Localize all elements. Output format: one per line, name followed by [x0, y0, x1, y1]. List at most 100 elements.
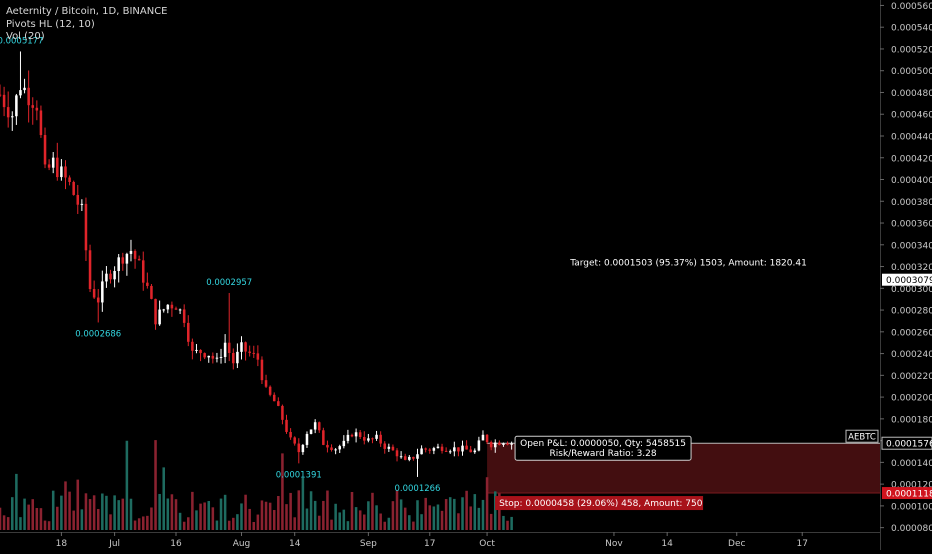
- candle-body: [289, 431, 292, 438]
- volume-bar: [182, 521, 186, 530]
- candle-body: [485, 434, 489, 443]
- candle-body: [232, 352, 235, 364]
- volume-bar: [2, 515, 6, 530]
- entry-price-tag: [881, 436, 932, 450]
- candle-body: [391, 446, 395, 451]
- candle-body: [125, 253, 129, 264]
- candle-body: [39, 110, 43, 136]
- volume-bar: [43, 520, 47, 530]
- entry-price-tag-label: 0.0001576: [886, 440, 932, 450]
- candles: [0, 51, 513, 477]
- candle-body: [240, 342, 243, 352]
- position-zones: [487, 442, 880, 494]
- candle-body: [72, 181, 75, 195]
- pivot-label: 0.0005177: [0, 36, 43, 46]
- candle-body: [358, 432, 362, 437]
- volume-bar: [399, 499, 403, 530]
- candle-body: [260, 359, 264, 381]
- volume-bar: [88, 499, 92, 530]
- candle-body: [141, 260, 145, 283]
- candle-body: [432, 448, 436, 451]
- volume-bar: [285, 504, 288, 530]
- candle-body: [105, 273, 108, 282]
- volume-bar: [203, 502, 206, 530]
- volume-bar: [301, 477, 305, 530]
- indicator-pivots-label[interactable]: Pivots HL (12, 10): [6, 19, 95, 30]
- candle-body: [313, 422, 317, 430]
- volume-bar: [408, 515, 411, 530]
- volume-bar: [76, 479, 80, 530]
- candle-body: [264, 380, 268, 387]
- volume-bar: [358, 510, 362, 530]
- volume-bar: [15, 473, 18, 530]
- stop-price-tag: [882, 487, 932, 500]
- volume-bar: [391, 501, 395, 530]
- candle-body: [2, 94, 6, 108]
- volume-bar: [281, 453, 284, 530]
- volume-bar: [510, 516, 513, 530]
- candle-body: [371, 438, 374, 440]
- candle-body: [473, 450, 477, 453]
- volume-bar: [457, 513, 460, 530]
- stop-label-box: [495, 496, 704, 511]
- volume-bar: [191, 491, 194, 530]
- volume-bar: [256, 514, 260, 530]
- volume-bar: [305, 508, 309, 530]
- candle-body: [469, 449, 472, 453]
- time-axis[interactable]: 18 Jul 16 Aug 14 Sep 17 Oct Nov 14 Dec 17: [0, 532, 880, 550]
- candle-body: [309, 429, 313, 434]
- volume-bar: [215, 520, 219, 530]
- target-annotation: Target: 0.0001503 (95.37%) 1503, Amount:…: [569, 258, 807, 268]
- volume-bar: [154, 440, 157, 530]
- candle-body: [272, 394, 276, 402]
- volume-bar: [313, 500, 317, 530]
- candle-body: [27, 87, 30, 106]
- volume-bar: [485, 477, 489, 530]
- volume-bar: [260, 500, 264, 530]
- candle-body: [170, 304, 174, 309]
- volume-bar: [51, 490, 55, 530]
- candle-body: [252, 352, 256, 354]
- volume-bar: [297, 490, 301, 530]
- open-pnl-text: Open P&L: 0.0000050, Qty: 5458515: [520, 439, 686, 449]
- volume-bar: [379, 513, 382, 530]
- candle-body: [117, 257, 120, 272]
- volume-bar: [354, 507, 358, 530]
- candle-body: [367, 438, 370, 441]
- volume-bar: [84, 493, 88, 530]
- volume-bar: [326, 490, 329, 530]
- time-tick-label: 16: [170, 539, 182, 549]
- symbol-tag[interactable]: [845, 429, 879, 443]
- stop-annotation: Stop: 0.0000458 (29.06%) 458, Amount: 75…: [499, 499, 703, 509]
- candle-body: [84, 203, 88, 251]
- pivot-label: 0.0001266: [395, 484, 441, 494]
- candle-body: [162, 309, 165, 311]
- volume-bar: [11, 497, 14, 530]
- volume-bar: [80, 509, 84, 530]
- volume-bar: [64, 481, 67, 530]
- volume-bar: [174, 499, 178, 530]
- volume-bar: [412, 521, 415, 530]
- candle-body: [6, 107, 10, 118]
- volume-bars: [0, 440, 513, 530]
- candle-body: [350, 434, 354, 437]
- volume-bar: [502, 515, 505, 530]
- candle-body: [174, 308, 178, 310]
- candle-body: [399, 456, 403, 458]
- candle-body: [268, 386, 272, 395]
- symbol-tag-label: AEBTC: [848, 433, 876, 443]
- candle-body: [219, 356, 223, 358]
- candle-body: [444, 450, 448, 452]
- volume-bar: [236, 514, 239, 530]
- volume-bar: [268, 502, 272, 530]
- indicator-volume-label[interactable]: Vol (20): [6, 31, 45, 42]
